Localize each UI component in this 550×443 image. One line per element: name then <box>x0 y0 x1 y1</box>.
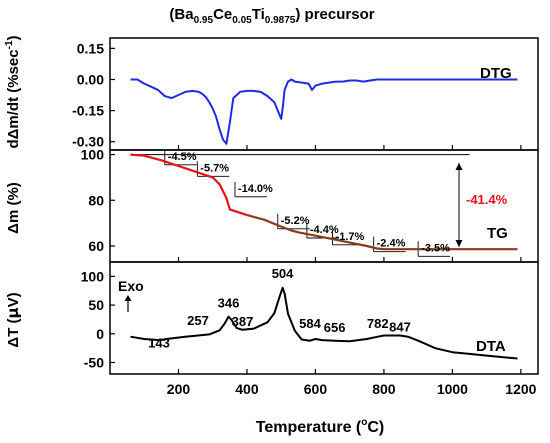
tg-ylabel: Δm (%) <box>5 182 22 234</box>
dta-peak-label: 782 <box>367 316 389 331</box>
dtg-ylabel: dΔm/dt (%sec-1) <box>4 35 22 148</box>
dtg-series-label: DTG <box>480 65 512 82</box>
figure-title: (Ba0.95Ce0.05Ti0.9875) precursor <box>169 6 374 26</box>
y-tick-label: 0.15 <box>77 40 104 56</box>
dta-series-line <box>130 286 518 360</box>
tg-series-label: TG <box>487 225 508 242</box>
y-tick-label: 0.00 <box>77 71 104 87</box>
x-tick-label: 600 <box>304 381 328 397</box>
tg-step-label: -4.5% <box>168 151 197 163</box>
tg-step-label: -4.4% <box>310 224 339 236</box>
dta-peak-label: 504 <box>272 266 294 281</box>
y-tick-label: 100 <box>81 147 105 163</box>
x-tick-label: 400 <box>235 381 259 397</box>
y-tick-label: 100 <box>81 268 105 284</box>
dta-series-label: DTA <box>476 338 506 355</box>
tg-series-line-late <box>246 214 518 251</box>
x-axis-label: Temperature (oC) <box>256 417 385 436</box>
exo-arrow-head <box>124 295 132 301</box>
exo-label: Exo <box>118 278 144 294</box>
tg-series-line-early <box>130 153 248 217</box>
tg-step-label: -5.7% <box>200 162 229 174</box>
total-loss-label: -41.4% <box>466 192 508 207</box>
y-tick-label: 0 <box>96 326 104 342</box>
dta-peak-label: 847 <box>389 319 411 334</box>
data-labels-layer: -4.5%-5.7% -14.0% -5.2%-4.4%-1.7% -2.4% -3.5… <box>148 151 450 351</box>
tg-step-label: -1.7% <box>336 231 365 243</box>
tg-step-label: -14.0% <box>238 183 273 195</box>
x-tick-label: 1200 <box>505 381 536 397</box>
tg-step-label: -2.4% <box>377 238 406 250</box>
y-tick-label: 60 <box>88 238 104 254</box>
x-tick-label: 800 <box>372 381 396 397</box>
dta-peak-label: 584 <box>299 316 321 331</box>
dta-peak-label: 346 <box>218 295 240 310</box>
dta-panel <box>109 261 539 375</box>
dta-peak-label: 387 <box>232 314 254 329</box>
y-tick-label: -50 <box>84 355 104 371</box>
series-layer <box>130 78 518 360</box>
x-tick-label: 200 <box>167 381 191 397</box>
dtg-series-line <box>130 78 518 145</box>
dta-peak-label: 143 <box>148 336 170 351</box>
dta-peak-label: 656 <box>324 320 346 335</box>
total-loss-arrow-top <box>455 163 463 170</box>
tg-step-guides <box>130 149 470 257</box>
y-tick-label: -0.15 <box>72 103 104 119</box>
dta-ylabel: ΔT (μV) <box>4 292 22 347</box>
dta-peak-label: 257 <box>187 313 209 328</box>
total-loss-arrow-bottom <box>455 240 463 247</box>
y-tick-label: 50 <box>88 297 104 313</box>
dtg-panel <box>109 37 539 151</box>
tg-step-label: -5.2% <box>281 215 310 227</box>
y-tick-label: -0.30 <box>72 134 104 150</box>
x-tick-label: 1000 <box>437 381 468 397</box>
y-tick-label: 80 <box>88 192 104 208</box>
tg-step-label: -3.5% <box>421 242 450 254</box>
